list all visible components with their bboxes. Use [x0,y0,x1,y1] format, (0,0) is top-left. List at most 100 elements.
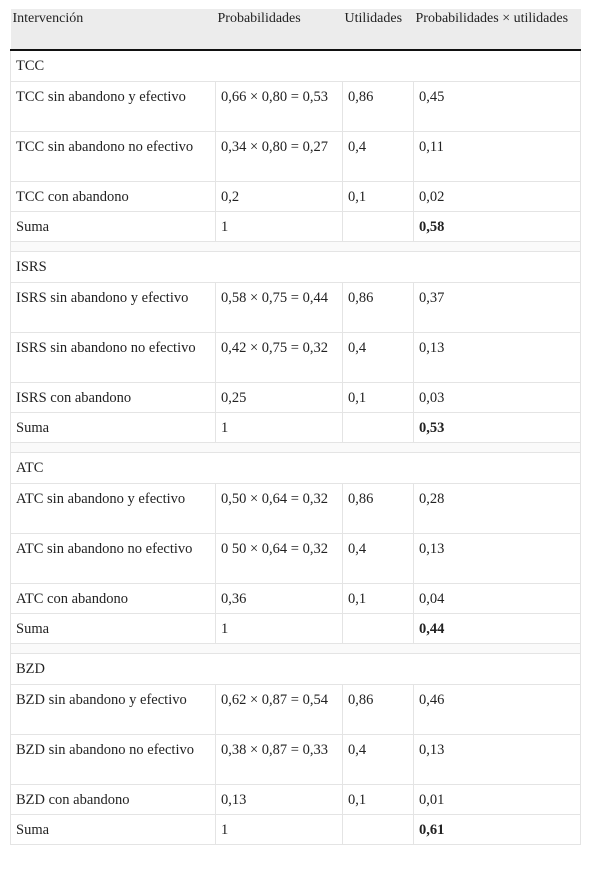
group-name: TCC [10,49,581,82]
group-spacer [10,643,581,654]
row-utility: 0,86 [342,282,414,333]
row-prob-x-util: 0,02 [413,181,581,212]
spacer-cell [10,442,581,453]
row-label: ISRS con abandono [10,382,216,413]
row-utility: 0,86 [342,483,414,534]
sum-prob-x-util: 0,61 [413,814,581,845]
sum-row: Suma 1 0,53 [10,412,581,443]
row-probability: 0,58 × 0,75 = 0,44 [215,282,343,333]
row-utility: 0,4 [342,131,414,182]
sum-probability: 1 [215,814,343,845]
row-label: TCC con abandono [10,181,216,212]
row-probability: 0,34 × 0,80 = 0,27 [215,131,343,182]
sum-label: Suma [10,814,216,845]
row-label: ATC sin abandono no efectivo [10,533,216,584]
sum-utility [342,613,414,644]
row-prob-x-util: 0,11 [413,131,581,182]
table-row: ATC sin abandono no efectivo 0 50 × 0,64 … [10,533,581,584]
group-header-row: BZD [10,653,581,685]
sum-probability: 1 [215,211,343,242]
row-utility: 0,86 [342,81,414,132]
row-prob-x-util: 0,04 [413,583,581,614]
sum-probability: 1 [215,412,343,443]
sum-row: Suma 1 0,61 [10,814,581,845]
table-row: BZD sin abandono y efectivo 0,62 × 0,87 =… [10,684,581,735]
header-probabilidades: Probabilidades [215,9,343,51]
table-row: TCC sin abandono y efectivo 0,66 × 0,80 =… [10,81,581,132]
row-probability: 0,36 [215,583,343,614]
row-prob-x-util: 0,46 [413,684,581,735]
group-header-row: TCC [10,49,581,82]
row-prob-x-util: 0,13 [413,734,581,785]
row-probability: 0,38 × 0,87 = 0,33 [215,734,343,785]
row-label: ISRS sin abandono y efectivo [10,282,216,333]
group-spacer [10,442,581,453]
sum-label: Suma [10,613,216,644]
sum-row: Suma 1 0,44 [10,613,581,644]
sum-prob-x-util: 0,44 [413,613,581,644]
utility-table: Intervención Probabilidades Utilidades P… [10,9,581,845]
table-row: ATC sin abandono y efectivo 0,50 × 0,64 =… [10,483,581,534]
spacer-cell [10,643,581,654]
row-probability: 0,42 × 0,75 = 0,32 [215,332,343,383]
row-label: ISRS sin abandono no efectivo [10,332,216,383]
sum-prob-x-util: 0,58 [413,211,581,242]
row-probability: 0,25 [215,382,343,413]
sum-utility [342,211,414,242]
spacer-cell [10,241,581,252]
row-prob-x-util: 0,03 [413,382,581,413]
row-utility: 0,1 [342,784,414,815]
table-row: ISRS sin abandono no efectivo 0,42 × 0,75… [10,332,581,383]
sum-probability: 1 [215,613,343,644]
row-label: BZD sin abandono no efectivo [10,734,216,785]
row-probability: 0,66 × 0,80 = 0,53 [215,81,343,132]
row-label: BZD sin abandono y efectivo [10,684,216,735]
row-utility: 0,1 [342,583,414,614]
sum-prob-x-util: 0,53 [413,412,581,443]
group-spacer [10,241,581,252]
row-utility: 0,1 [342,382,414,413]
table-row: BZD con abandono 0,13 0,1 0,01 [10,784,581,815]
table-row: BZD sin abandono no efectivo 0,38 × 0,87 … [10,734,581,785]
row-probability: 0,50 × 0,64 = 0,32 [215,483,343,534]
row-utility: 0,1 [342,181,414,212]
row-prob-x-util: 0,01 [413,784,581,815]
table-body: TCC TCC sin abandono y efectivo 0,66 × 0,… [10,49,581,845]
sum-utility [342,814,414,845]
row-probability: 0,13 [215,784,343,815]
table-row: ISRS con abandono 0,25 0,1 0,03 [10,382,581,413]
row-probability: 0,2 [215,181,343,212]
row-prob-x-util: 0,37 [413,282,581,333]
table-row: ISRS sin abandono y efectivo 0,58 × 0,75 … [10,282,581,333]
row-utility: 0,4 [342,734,414,785]
row-prob-x-util: 0,13 [413,533,581,584]
row-prob-x-util: 0,28 [413,483,581,534]
table-row: ATC con abandono 0,36 0,1 0,04 [10,583,581,614]
group-name: ATC [10,452,581,484]
row-utility: 0,4 [342,332,414,383]
row-prob-x-util: 0,45 [413,81,581,132]
sum-utility [342,412,414,443]
row-prob-x-util: 0,13 [413,332,581,383]
header-intervencion: Intervención [10,9,216,51]
header-row: Intervención Probabilidades Utilidades P… [10,9,581,51]
row-label: BZD con abandono [10,784,216,815]
row-probability: 0,62 × 0,87 = 0,54 [215,684,343,735]
group-header-row: ISRS [10,251,581,283]
row-utility: 0,4 [342,533,414,584]
sum-label: Suma [10,211,216,242]
group-name: ISRS [10,251,581,283]
table-header: Intervención Probabilidades Utilidades P… [10,9,581,51]
group-name: BZD [10,653,581,685]
header-prob-x-util: Probabilidades × utilidades [413,9,581,51]
header-utilidades: Utilidades [342,9,414,51]
row-probability: 0 50 × 0,64 = 0,32 [215,533,343,584]
sum-row: Suma 1 0,58 [10,211,581,242]
utility-table-container: Intervención Probabilidades Utilidades P… [10,9,581,845]
row-utility: 0,86 [342,684,414,735]
table-row: TCC sin abandono no efectivo 0,34 × 0,80 … [10,131,581,182]
table-row: TCC con abandono 0,2 0,1 0,02 [10,181,581,212]
sum-label: Suma [10,412,216,443]
row-label: TCC sin abandono y efectivo [10,81,216,132]
row-label: ATC sin abandono y efectivo [10,483,216,534]
